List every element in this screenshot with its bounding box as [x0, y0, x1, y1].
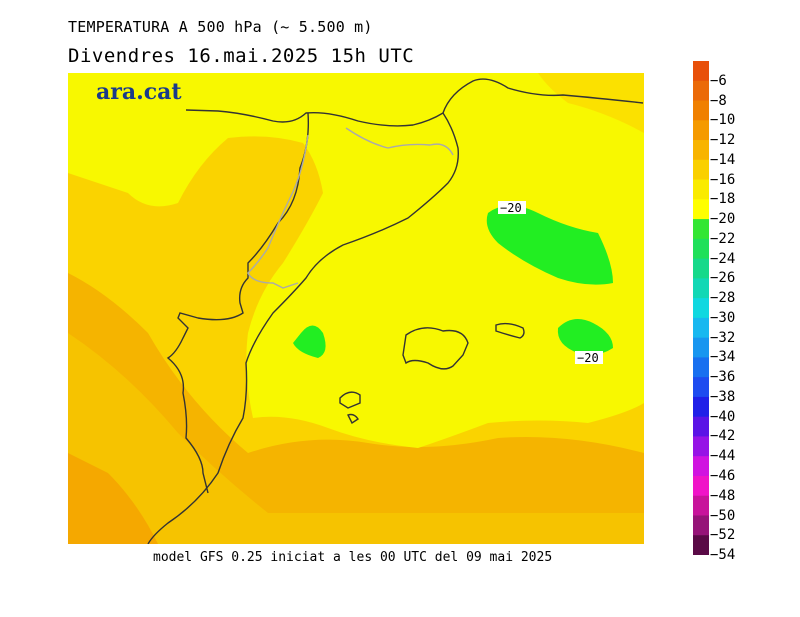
legend-swatch [693, 475, 709, 497]
cold-blob-east [486, 205, 613, 285]
legend-labels: −6 −8 −10 −12 −14 −16 −18 −20 −22 −24 −26 −28 −30 −32… [710, 61, 790, 562]
legend-swatch [693, 238, 709, 260]
legend-swatch [693, 219, 709, 240]
legend-label: −12 [710, 132, 736, 148]
legend-swatch [693, 258, 709, 279]
legend-label: −52 [710, 527, 736, 544]
cold-blob-south [557, 319, 613, 355]
legend-label: −20 [710, 211, 736, 228]
legend-swatch [693, 317, 709, 339]
legend-label: −24 [710, 250, 736, 267]
chart-subtitle: Divendres 16.mai.2025 15h UTC [68, 45, 415, 67]
legend-swatch [693, 515, 709, 536]
legend-swatch [693, 535, 709, 555]
legend-label: −30 [710, 309, 736, 326]
legend-label: −34 [710, 349, 736, 366]
contour-label: −20 [577, 351, 599, 365]
field-yellow [68, 73, 644, 448]
legend-swatch [693, 80, 709, 102]
legend-swatch [693, 199, 709, 220]
legend-swatch [693, 456, 709, 477]
legend-label: −50 [710, 507, 736, 524]
coastlines [147, 78, 644, 544]
legend-label: −44 [710, 448, 736, 465]
legend-swatch [693, 337, 709, 358]
legend-label: −36 [710, 369, 736, 386]
legend-label: −14 [710, 151, 736, 168]
legend-swatch [693, 140, 709, 161]
field-orange-patch [68, 453, 158, 544]
field-yellow-topright [538, 73, 644, 133]
legend-label: −6 [710, 72, 727, 89]
chart-title: TEMPERATURA A 500 hPa (~ 5.500 m) [68, 18, 373, 36]
cold-blob-west [293, 325, 326, 358]
legend-label: −28 [710, 290, 736, 307]
legend-label: −40 [710, 408, 736, 425]
ara-cat-logo: ara.cat [96, 79, 182, 105]
legend-swatch [693, 100, 709, 121]
legend-swatch [693, 298, 709, 319]
temperature-map: −20 −20 ara.cat [68, 73, 644, 544]
legend-label: −42 [710, 428, 736, 445]
legend-label: −8 [710, 92, 727, 109]
legend-label: −46 [710, 468, 736, 484]
legend-swatch [693, 159, 709, 181]
legend-label: −16 [710, 171, 736, 188]
legend-swatch [693, 416, 709, 437]
legend-swatch [693, 357, 709, 378]
legend-label: −48 [710, 487, 736, 504]
legend-swatch [693, 396, 709, 418]
model-footer: model GFS 0.25 iniciat a les 00 UTC del … [153, 550, 553, 565]
legend-colorbar [693, 61, 709, 555]
legend-label: −18 [710, 191, 736, 208]
legend-swatch [693, 179, 709, 200]
legend-swatch [693, 495, 709, 516]
legend-swatch [693, 278, 709, 299]
contour-label: −20 [500, 201, 522, 215]
border-lines [247, 127, 454, 289]
legend-label: −38 [710, 388, 736, 405]
legend-label: −22 [710, 230, 736, 247]
legend-swatch [693, 436, 709, 457]
legend-label: −10 [710, 112, 736, 129]
legend-swatch [693, 61, 709, 82]
legend-label: −54 [710, 547, 736, 563]
legend-swatch [693, 377, 709, 398]
legend-swatch [693, 120, 709, 141]
legend-label: −26 [710, 270, 736, 287]
legend-label: −32 [710, 329, 736, 346]
